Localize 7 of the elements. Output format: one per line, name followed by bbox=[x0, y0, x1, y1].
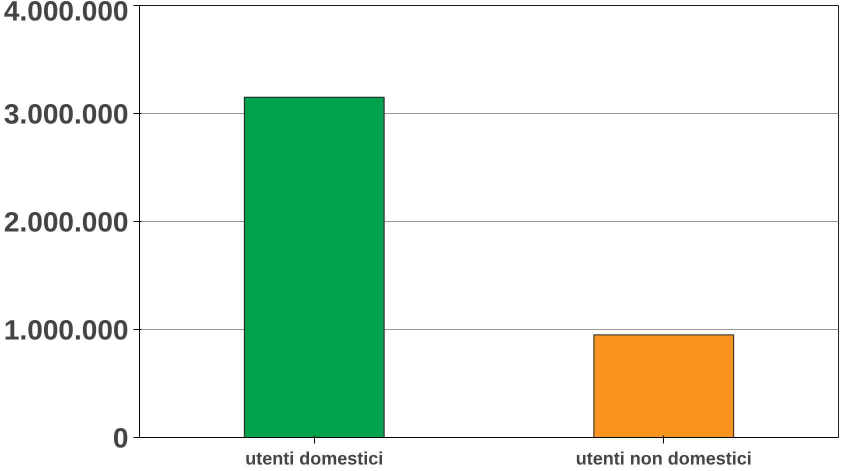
y-tick-label: 4.000.000 bbox=[4, 0, 129, 26]
x-tick-label: utenti non domestici bbox=[576, 448, 752, 468]
y-tick-label: 0 bbox=[112, 422, 129, 454]
x-tick-label: utenti domestici bbox=[245, 448, 384, 468]
y-tick-label: 2.000.000 bbox=[4, 206, 129, 238]
y-tick-label: 3.000.000 bbox=[4, 98, 129, 130]
y-tick-label: 1.000.000 bbox=[4, 314, 129, 346]
